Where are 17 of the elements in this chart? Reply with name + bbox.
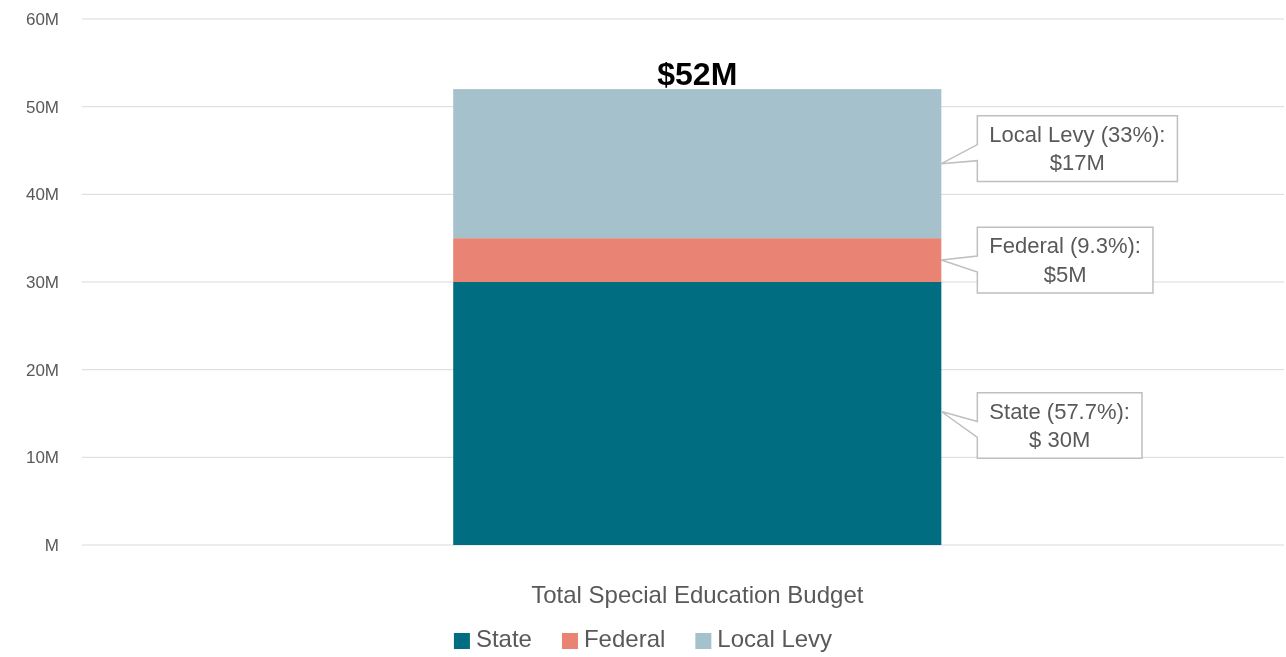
legend-label: Federal [583,625,666,652]
legend-label: State [475,625,532,652]
y-tick-label: M [44,535,59,555]
total-label: $52M [657,56,738,93]
y-tick-label: 50M [25,97,59,117]
bar [453,282,942,545]
y-tick-label: 40M [25,185,59,205]
y-tick-label: 30M [25,272,59,292]
legend-label: Local Levy [717,625,833,652]
annotation: Federal (9.3%): $5M [989,233,1141,287]
x-tick-label: Total Special Education Budget [531,581,864,609]
y-tick-label: 60M [25,9,59,29]
y-tick-label: 10M [25,448,59,468]
annotation: State (57.7%): $ 30M [989,398,1130,453]
annotation: Local Levy (33%): $17M [989,121,1166,176]
bar [453,89,942,239]
y-tick-label: 20M [25,360,59,380]
